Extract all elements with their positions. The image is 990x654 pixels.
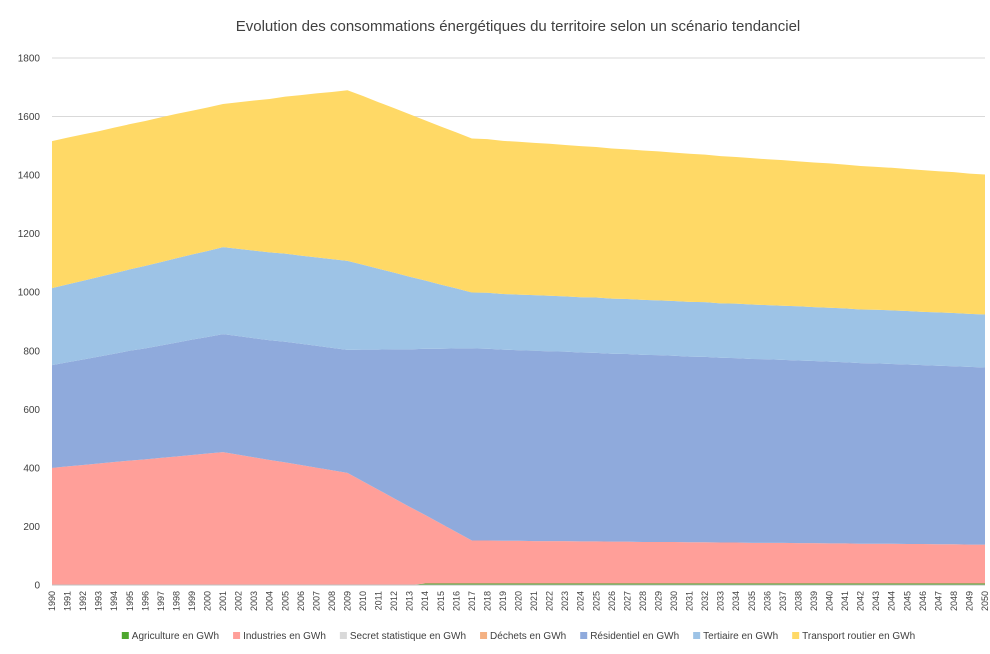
- x-tick-label: 2032: [700, 591, 710, 611]
- x-tick-label: 2038: [793, 591, 803, 611]
- x-tick-label: 2006: [296, 591, 306, 611]
- x-tick-label: 1990: [47, 591, 57, 611]
- x-tick-label: 2001: [218, 591, 228, 611]
- x-tick-label: 2027: [622, 591, 632, 611]
- x-tick-label: 2035: [747, 591, 757, 611]
- x-tick-label: 2041: [840, 591, 850, 611]
- area: [52, 334, 985, 545]
- legend-label: Transport routier en GWh: [802, 631, 915, 642]
- x-tick-label: 2012: [389, 591, 399, 611]
- x-tick-label: 2002: [234, 591, 244, 611]
- x-tick-label: 2024: [576, 591, 586, 611]
- x-tick-label: 2044: [887, 591, 897, 611]
- x-tick-label: 2025: [591, 591, 601, 611]
- legend-swatch: [480, 632, 488, 639]
- y-tick-label: 1000: [18, 288, 41, 299]
- legend-swatch: [121, 632, 129, 639]
- x-tick-label: 2050: [980, 591, 990, 611]
- x-tick-label: 2029: [653, 591, 663, 611]
- x-tick-label: 2019: [498, 591, 508, 611]
- x-tick-label: 2045: [902, 591, 912, 611]
- x-tick-label: 2049: [964, 591, 974, 611]
- x-tick-label: 2047: [933, 591, 943, 611]
- x-tick-label: 1998: [171, 591, 181, 611]
- y-tick-label: 0: [34, 581, 40, 592]
- x-tick-label: 2022: [545, 591, 555, 611]
- area: [52, 247, 985, 368]
- x-tick-label: 2048: [949, 591, 959, 611]
- chart-title: Evolution des consommations énergétiques…: [236, 18, 801, 35]
- x-tick-label: 2037: [778, 591, 788, 611]
- x-tick-label: 1991: [63, 591, 73, 611]
- x-tick-label: 2011: [374, 591, 384, 610]
- x-tick-label: 2005: [280, 591, 290, 611]
- x-tick-label: 2020: [514, 591, 524, 611]
- legend-swatch: [792, 632, 800, 639]
- legend-label: Agriculture en GWh: [132, 631, 219, 642]
- x-tick-label: 2017: [467, 591, 477, 611]
- x-tick-label: 1994: [109, 591, 119, 611]
- x-tick-label: 1997: [156, 591, 166, 611]
- x-tick-label: 2033: [716, 591, 726, 611]
- x-tick-label: 2008: [327, 591, 337, 611]
- area: [52, 90, 985, 315]
- legend-swatch: [233, 632, 241, 639]
- x-tick-label: 2036: [762, 591, 772, 611]
- y-tick-label: 1400: [18, 171, 41, 182]
- x-tick-label: 2030: [669, 591, 679, 611]
- x-tick-label: 2026: [607, 591, 617, 611]
- x-tick-label: 2039: [809, 591, 819, 611]
- x-tick-label: 2009: [342, 591, 352, 611]
- x-tick-label: 1992: [78, 591, 88, 611]
- x-tick-label: 2043: [871, 591, 881, 611]
- x-tick-label: 2023: [560, 591, 570, 611]
- x-tick-label: 1996: [140, 591, 150, 611]
- x-tick-label: 2015: [436, 591, 446, 611]
- y-tick-label: 600: [23, 405, 40, 416]
- x-tick-label: 2003: [249, 591, 259, 611]
- legend-label: Déchets en GWh: [490, 631, 566, 642]
- legend-swatch: [580, 632, 588, 639]
- x-tick-label: 2042: [856, 591, 866, 611]
- x-tick-label: 2013: [405, 591, 415, 611]
- y-tick-label: 1600: [18, 112, 41, 123]
- x-tick-label: 2010: [358, 591, 368, 611]
- y-tick-label: 400: [23, 463, 40, 474]
- legend-swatch: [693, 632, 701, 639]
- y-tick-label: 800: [23, 346, 40, 357]
- legend-label: Résidentiel en GWh: [590, 631, 679, 642]
- legend-label: Industries en GWh: [243, 631, 326, 642]
- x-tick-label: 1993: [94, 591, 104, 611]
- x-tick-label: 2040: [825, 591, 835, 611]
- y-tick-label: 200: [23, 522, 40, 533]
- x-tick-label: 2028: [638, 591, 648, 611]
- x-tick-label: 2007: [311, 591, 321, 611]
- x-tick-label: 2018: [482, 591, 492, 611]
- x-tick-label: 1995: [125, 591, 135, 611]
- legend-swatch: [339, 632, 347, 639]
- x-tick-label: 2021: [529, 591, 539, 611]
- x-tick-label: 1999: [187, 591, 197, 611]
- y-tick-label: 1800: [18, 54, 41, 65]
- x-tick-label: 2031: [685, 591, 695, 611]
- area: [52, 452, 985, 585]
- legend: Agriculture en GWh Industries en GWh Secre…: [121, 631, 915, 642]
- x-tick-label: 2034: [731, 591, 741, 611]
- legend-label: Secret statistique en GWh: [350, 631, 466, 642]
- x-tick-label: 2014: [420, 591, 430, 611]
- y-tick-label: 1200: [18, 229, 41, 240]
- x-tick-label: 2046: [918, 591, 928, 611]
- x-tick-label: 2016: [451, 591, 461, 611]
- x-tick-label: 2004: [265, 591, 275, 611]
- x-tick-label: 2000: [203, 591, 213, 611]
- legend-label: Tertiaire en GWh: [703, 631, 778, 642]
